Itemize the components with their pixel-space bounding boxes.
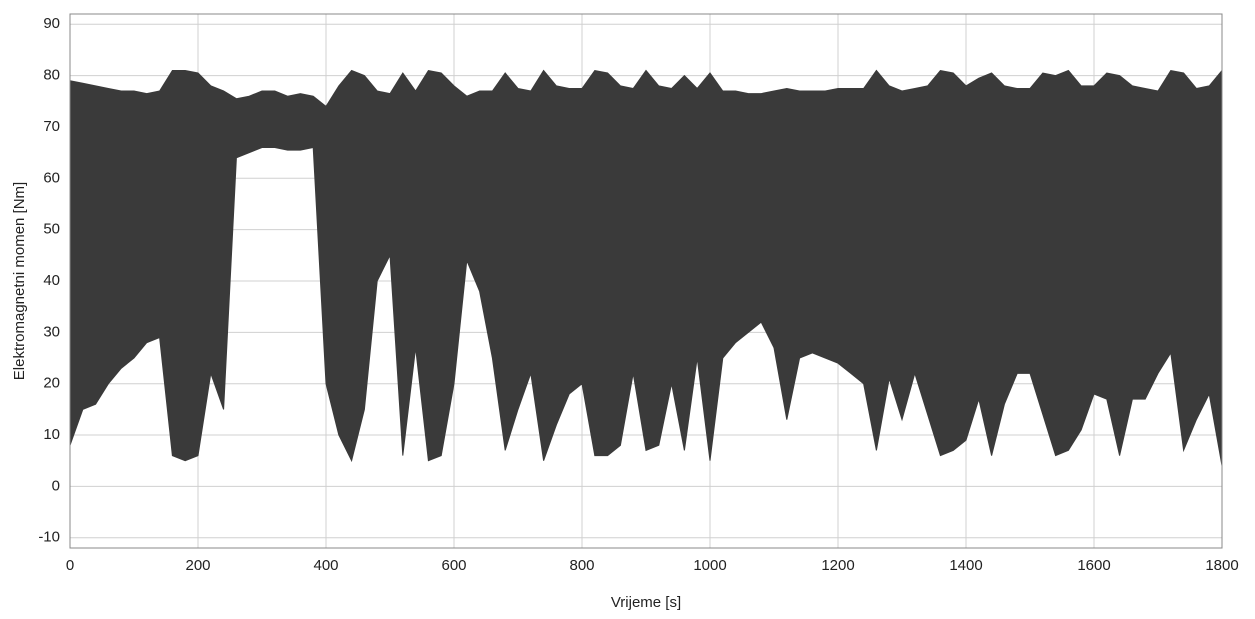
y-tick-label: 40: [43, 272, 60, 289]
y-tick-label: 10: [43, 426, 60, 443]
x-tick-label: 1400: [949, 557, 982, 574]
y-tick-label: 60: [43, 169, 60, 186]
x-tick-label: 600: [441, 557, 466, 574]
y-tick-label: 50: [43, 221, 60, 238]
x-tick-label: 1600: [1077, 557, 1110, 574]
y-tick-label: 80: [43, 67, 60, 84]
torque-band: [69, 69, 1223, 466]
y-tick-label: -10: [38, 529, 60, 546]
x-tick-label: 1200: [821, 557, 854, 574]
x-axis-label: Vrijeme [s]: [611, 594, 681, 611]
y-axis-label: Elektromagnetni momen [Nm]: [11, 182, 28, 380]
y-tick-label: 70: [43, 118, 60, 135]
x-tick-label: 200: [185, 557, 210, 574]
y-tick-label: 30: [43, 323, 60, 340]
y-tick-label: 0: [52, 477, 60, 494]
x-tick-label: 400: [313, 557, 338, 574]
plot-frame: [69, 13, 1223, 549]
x-tick-label: 0: [66, 557, 74, 574]
y-tick-label: 90: [43, 15, 60, 32]
y-tick-label: 20: [43, 375, 60, 392]
x-tick-label: 800: [569, 557, 594, 574]
x-tick-label: 1800: [1205, 557, 1238, 574]
x-tick-label: 1000: [693, 557, 726, 574]
